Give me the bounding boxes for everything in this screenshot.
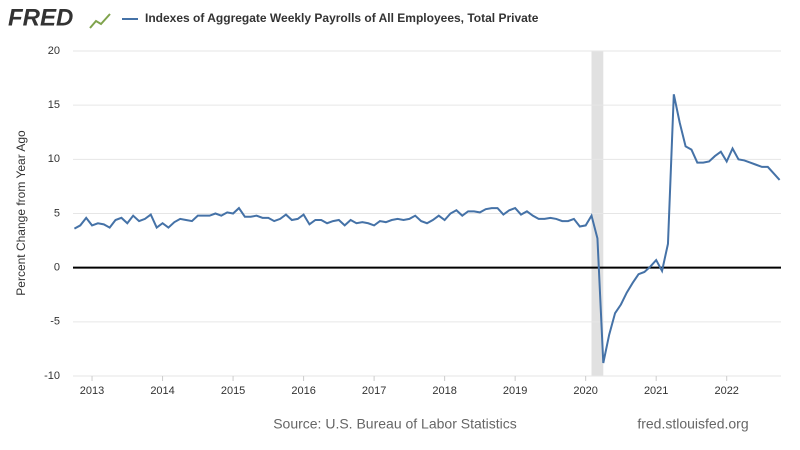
y-tick-label: 0 <box>54 262 60 274</box>
source: Source: U.S. Bureau of Labor Statistics <box>273 416 517 432</box>
y-tick-label: 20 <box>48 45 60 57</box>
x-tick-label: 2015 <box>221 385 245 397</box>
x-tick-label: 2018 <box>432 385 456 397</box>
y-axis-title: Percent Change from Year Ago <box>14 130 28 296</box>
legend-label: Indexes of Aggregate Weekly Payrolls of … <box>145 11 539 25</box>
x-tick-label: 2021 <box>644 385 668 397</box>
x-tick-label: 2022 <box>714 385 738 397</box>
y-tick-label: -5 <box>50 316 60 328</box>
x-tick-label: 2020 <box>573 385 597 397</box>
x-tick-label: 2013 <box>80 385 104 397</box>
y-tick-label: -10 <box>44 370 60 382</box>
x-tick-label: 2016 <box>291 385 315 397</box>
logo: FRED <box>8 4 73 31</box>
x-tick-label: 2014 <box>150 385 174 397</box>
data-line <box>73 94 781 364</box>
x-tick-label: 2019 <box>503 385 527 397</box>
site: fred.stlouisfed.org <box>637 416 748 432</box>
x-tick-label: 2017 <box>362 385 386 397</box>
y-tick-label: 15 <box>48 99 60 111</box>
y-tick-label: 5 <box>54 207 60 219</box>
logo-icon <box>89 13 111 29</box>
y-tick-label: 10 <box>48 153 60 165</box>
